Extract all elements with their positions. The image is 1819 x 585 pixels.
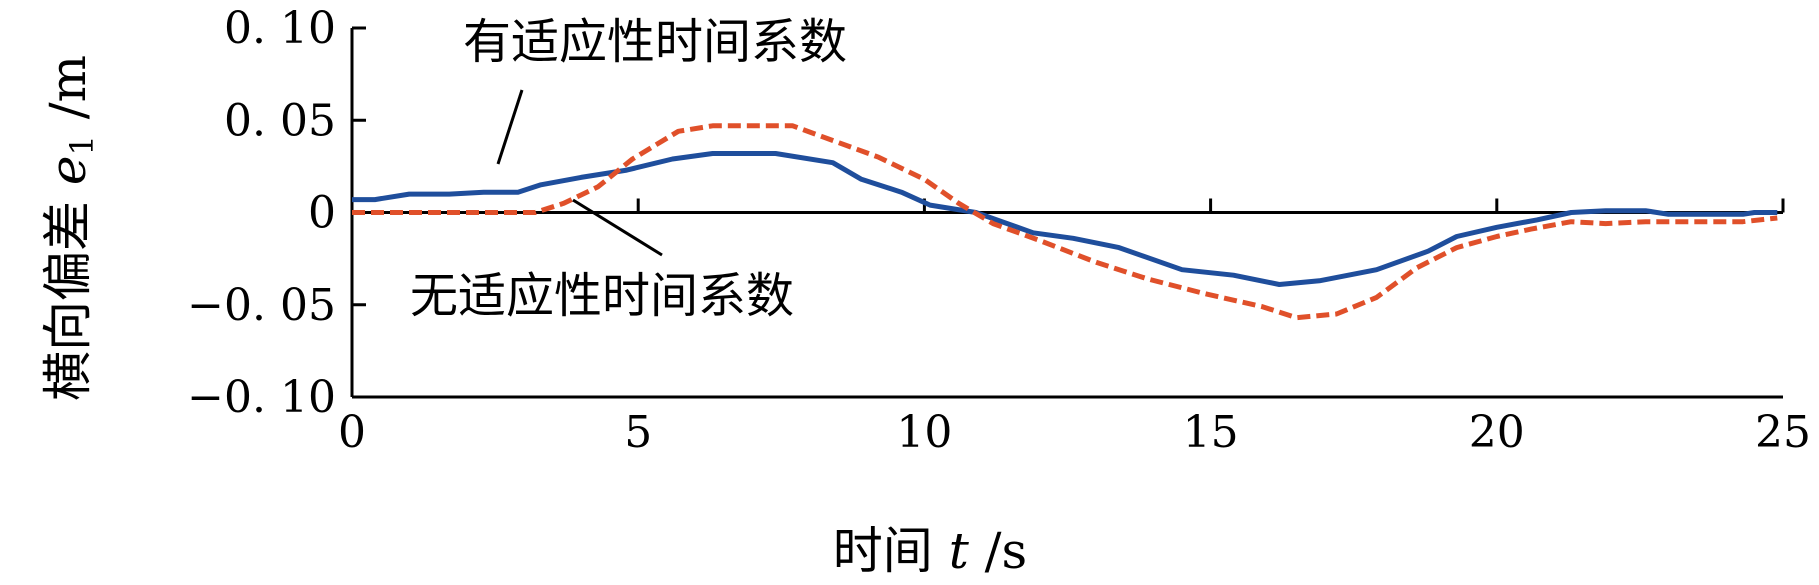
series-line-1 xyxy=(352,123,1778,321)
annotation-adaptive-text: 有适应性时间系数 xyxy=(463,14,847,70)
x-axis-var: t xyxy=(949,522,970,580)
x-axis-title: 时间 t /s xyxy=(833,522,1027,580)
y-tick-label-4: −0. 10 xyxy=(187,372,336,423)
y-axis-title: 横向偏差 e1 /m xyxy=(39,55,101,401)
annotation-adaptive-leader xyxy=(496,89,524,165)
x-axis-unit: s xyxy=(1002,522,1028,580)
series-line-0 xyxy=(352,151,1778,287)
y-tick-label-3: −0. 05 xyxy=(187,280,336,331)
annotation-adaptive: 有适应性时间系数 xyxy=(463,14,847,165)
x-axis-title-text: 时间 xyxy=(833,522,933,580)
annotation-nonadaptive: 无适应性时间系数 xyxy=(410,198,794,324)
x-tick-label-1: 5 xyxy=(624,407,652,458)
y-axis-title-text: 横向偏差 xyxy=(39,201,97,401)
y-axis-var-sub: 1 xyxy=(63,135,101,155)
y-axis-unit: m xyxy=(39,55,97,102)
y-tick-label-2: 0 xyxy=(308,188,336,239)
y-axis-var: e xyxy=(39,156,97,186)
x-tick-label-5: 25 xyxy=(1755,407,1811,458)
x-tick-label-4: 20 xyxy=(1469,407,1525,458)
annotation-nonadaptive-leader xyxy=(572,198,663,257)
svg-text:横向偏差 e1 /m: 横向偏差 e1 /m xyxy=(39,55,101,401)
svg-text:时间 t /s: 时间 t /s xyxy=(833,522,1027,580)
x-tick-label-2: 10 xyxy=(896,407,952,458)
x-tick-label-3: 15 xyxy=(1183,407,1239,458)
annotation-nonadaptive-text: 无适应性时间系数 xyxy=(410,268,794,324)
plot-area: 0. 100. 050−0. 05−0. 100 5 10 15 20 25 xyxy=(187,3,1811,458)
x-tick-label-0: 0 xyxy=(338,407,366,458)
y-tick-label-0: 0. 10 xyxy=(224,3,336,54)
y-tick-label-1: 0. 05 xyxy=(224,95,336,146)
